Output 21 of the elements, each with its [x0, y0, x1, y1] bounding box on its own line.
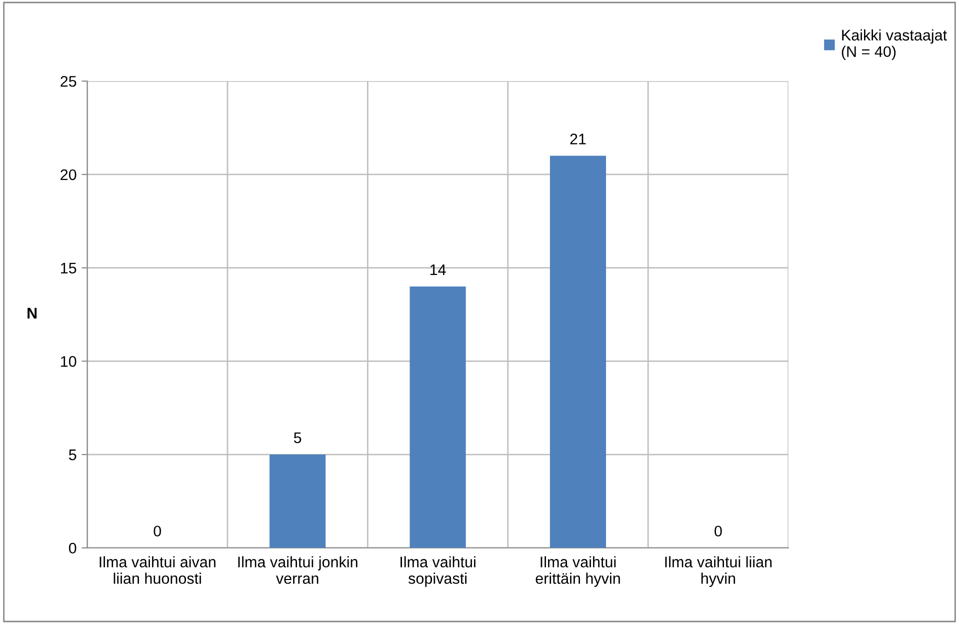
x-tick-label: Ilma vaihtui aivan liian huonosti — [100, 556, 216, 584]
data-label: 0 — [154, 526, 162, 537]
legend-label: Kaikki vastaajat (N = 40) — [842, 29, 947, 60]
data-label: 21 — [570, 134, 586, 144]
bar — [410, 286, 466, 548]
data-label: 0 — [714, 526, 722, 537]
x-tick-label: Ilma vaihtui jonkin verran — [238, 556, 358, 584]
y-tick-label: 25 — [60, 76, 76, 87]
y-tick-label: 5 — [68, 450, 76, 460]
x-tick-label: Ilma vaihtui erittäin hyvin — [536, 556, 620, 587]
y-tick-label: 20 — [60, 169, 76, 180]
bar — [550, 156, 606, 548]
y-tick-label: 0 — [68, 542, 76, 554]
data-label: 14 — [430, 264, 446, 275]
bar — [270, 454, 326, 548]
x-tick-label: Ilma vaihtui liian hyvin — [665, 556, 772, 587]
y-tick-label: 15 — [61, 262, 76, 274]
x-tick-label: Ilma vaihtui sopivasti — [400, 556, 476, 587]
data-label: 5 — [294, 432, 302, 444]
y-tick-label: 10 — [61, 356, 76, 367]
y-axis-title: N — [28, 308, 37, 318]
